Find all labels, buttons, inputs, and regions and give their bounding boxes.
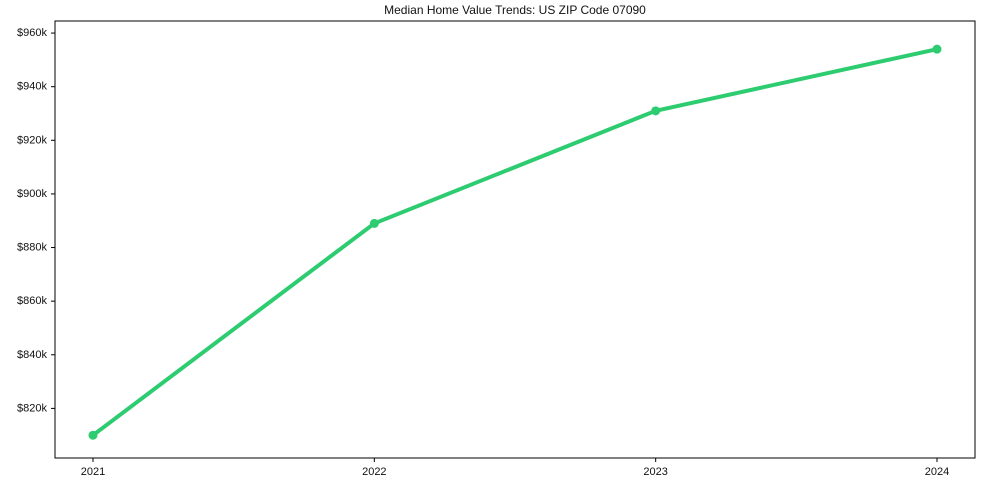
y-tick-label: $860k	[17, 295, 47, 307]
y-tick-label: $960k	[17, 27, 47, 39]
y-tick-label: $880k	[17, 242, 47, 254]
y-tick-label: $840k	[17, 349, 47, 361]
x-tick-label: 2021	[81, 466, 105, 478]
data-point-marker	[932, 44, 942, 54]
data-point-marker	[88, 430, 98, 440]
x-tick-label: 2022	[362, 466, 386, 478]
chart-title: Median Home Value Trends: US ZIP Code 07…	[384, 3, 646, 17]
y-tick-label: $900k	[17, 188, 47, 200]
y-tick-label: $920k	[17, 134, 47, 146]
plot-border	[54, 20, 976, 459]
x-tick-label: 2024	[925, 466, 949, 478]
trend-line	[91, 47, 939, 438]
data-point-marker	[651, 106, 661, 116]
y-tick-label: $940k	[17, 81, 47, 93]
x-tick-label: 2023	[643, 466, 667, 478]
y-tick-label: $820k	[17, 402, 47, 414]
data-point-marker	[369, 218, 379, 228]
